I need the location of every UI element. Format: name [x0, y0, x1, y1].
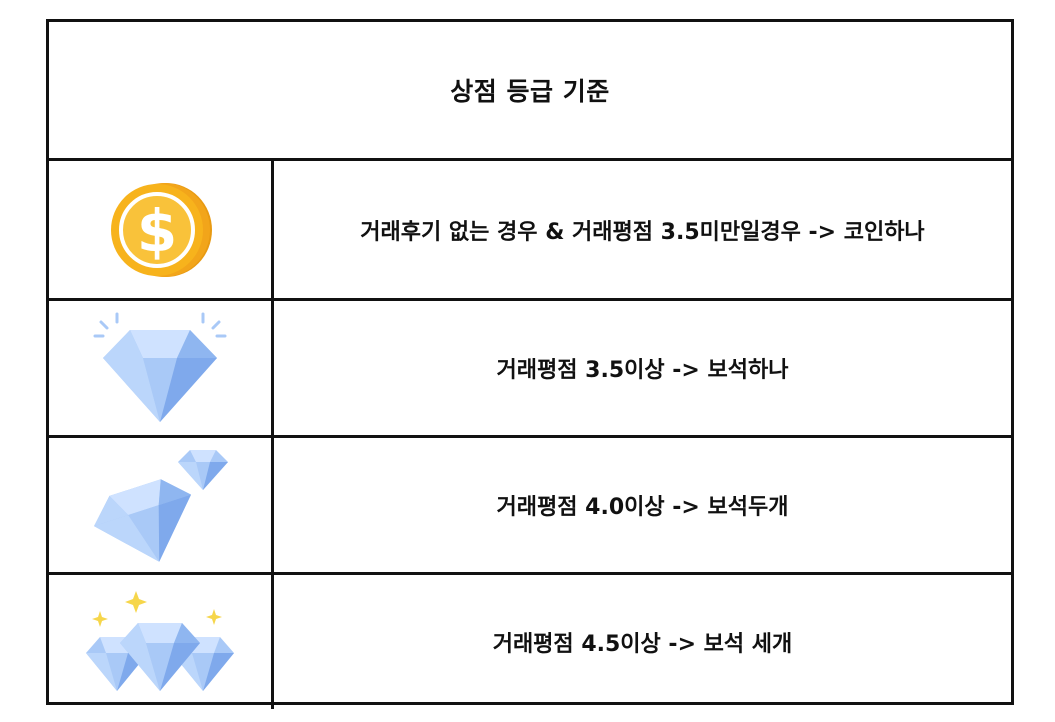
icon-cell: [49, 575, 274, 709]
grade-text: 거래평점 3.5이상 -> 보석하나: [496, 358, 789, 383]
icon-cell: [49, 438, 274, 572]
text-cell: 거래후기 없는 경우 & 거래평점 3.5미만일경우 -> 코인하나: [274, 161, 1011, 298]
coin-icon: $: [111, 182, 212, 277]
diamond-icon: [93, 312, 227, 422]
table-row: 거래평점 3.5이상 -> 보석하나: [49, 298, 1011, 435]
grade-text: 거래평점 4.0이상 -> 보석두개: [496, 495, 789, 520]
svg-text:$: $: [137, 197, 177, 265]
table-title: 상점 등급 기준: [450, 77, 610, 106]
text-cell: 거래평점 4.5이상 -> 보석 세개: [274, 575, 1011, 709]
grade-criteria-table: 상점 등급 기준 $ 거래후기 없는 경우 & 거래평점 3.5미만일경우 ->…: [46, 19, 1014, 709]
text-cell: 거래평점 4.0이상 -> 보석두개: [274, 438, 1011, 572]
grade-text: 거래후기 없는 경우 & 거래평점 3.5미만일경우 -> 코인하나: [360, 219, 925, 245]
icon-cell: [49, 301, 274, 435]
table-header: 상점 등급 기준: [49, 22, 1011, 161]
table-row: 거래평점 4.0이상 -> 보석두개: [49, 435, 1011, 572]
table-row: $ 거래후기 없는 경우 & 거래평점 3.5미만일경우 -> 코인하나: [49, 161, 1011, 298]
text-cell: 거래평점 3.5이상 -> 보석하나: [274, 301, 1011, 435]
grade-text: 거래평점 4.5이상 -> 보석 세개: [492, 632, 793, 657]
three-diamonds-icon: [86, 591, 234, 691]
two-diamonds-icon: [94, 450, 228, 562]
table-row: 거래평점 4.5이상 -> 보석 세개: [49, 572, 1011, 709]
icon-cell: $: [49, 161, 274, 298]
